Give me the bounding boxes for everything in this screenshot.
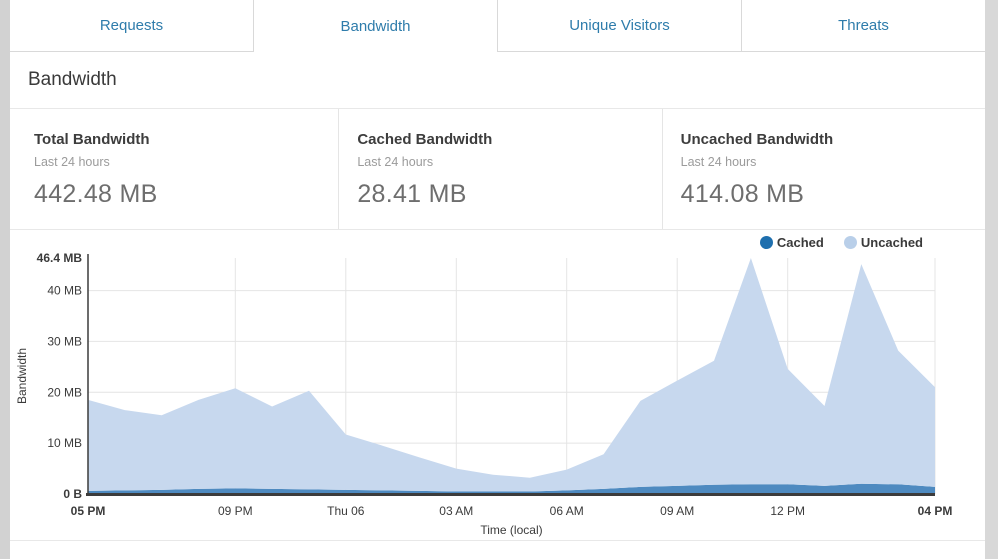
page-title: Bandwidth <box>28 69 117 90</box>
svg-text:06 AM: 06 AM <box>550 504 584 518</box>
legend-label: Cached <box>776 235 824 250</box>
svg-text:09 PM: 09 PM <box>218 504 253 518</box>
stat-value: 28.41 MB <box>357 180 467 208</box>
bandwidth-stacked-area-chart[interactable]: 46.4 MB 40 MB 30 MB 20 MB 10 MB 0 B 05 PM 09 PM… <box>10 230 985 541</box>
svg-text:20 MB: 20 MB <box>47 385 82 399</box>
analytics-card: Requests Bandwidth Unique Visitors Threa… <box>10 0 985 541</box>
svg-text:03 AM: 03 AM <box>439 504 473 518</box>
svg-text:12 PM: 12 PM <box>770 504 805 518</box>
cached-legend-dot-icon <box>759 236 773 249</box>
chart-legend: Cached Uncached <box>759 235 923 250</box>
tab-unique-visitors[interactable]: Unique Visitors <box>498 0 742 52</box>
stat-value: 414.08 MB <box>680 180 805 208</box>
section-title-row: Bandwidth <box>10 52 985 109</box>
svg-text:09 AM: 09 AM <box>660 504 694 518</box>
stat-period: Last 24 hours <box>34 155 110 169</box>
svg-text:10 MB: 10 MB <box>47 436 82 450</box>
tab-bandwidth[interactable]: Bandwidth <box>254 0 498 52</box>
svg-text:30 MB: 30 MB <box>47 334 82 348</box>
legend-item-cached[interactable]: Cached <box>759 235 824 250</box>
page-left-edge <box>0 0 10 559</box>
page-right-edge <box>985 0 998 559</box>
stat-title: Cached Bandwidth <box>357 131 493 148</box>
stat-title: Uncached Bandwidth <box>680 131 834 148</box>
svg-text:46.4 MB: 46.4 MB <box>37 251 83 265</box>
stat-title: Total Bandwidth <box>34 131 150 148</box>
svg-text:Time (local): Time (local) <box>480 523 542 537</box>
legend-label: Uncached <box>860 235 923 250</box>
stat-cached-bandwidth: Cached Bandwidth Last 24 hours 28.41 MB <box>339 109 663 229</box>
svg-text:0 B: 0 B <box>63 487 82 501</box>
stat-total-bandwidth: Total Bandwidth Last 24 hours 442.48 MB <box>10 109 340 229</box>
legend-item-uncached[interactable]: Uncached <box>843 235 923 250</box>
svg-text:05 PM: 05 PM <box>71 504 106 518</box>
analytics-tab-bar: Requests Bandwidth Unique Visitors Threa… <box>10 0 985 52</box>
tab-threats[interactable]: Threats <box>742 0 985 52</box>
stat-value: 442.48 MB <box>34 180 158 208</box>
stat-uncached-bandwidth: Uncached Bandwidth Last 24 hours 414.08 … <box>663 109 985 229</box>
stat-period: Last 24 hours <box>680 155 757 169</box>
svg-text:Bandwidth: Bandwidth <box>15 348 29 404</box>
tab-requests[interactable]: Requests <box>10 0 254 52</box>
bandwidth-stats-row: Total Bandwidth Last 24 hours 442.48 MB … <box>10 109 985 230</box>
stat-period: Last 24 hours <box>357 155 434 169</box>
svg-text:04 PM: 04 PM <box>918 504 953 518</box>
svg-text:40 MB: 40 MB <box>47 284 82 298</box>
uncached-legend-dot-icon <box>843 236 857 249</box>
bandwidth-chart-area: Cached Uncached 46.4 MB 40 MB 30 MB 20 MB 10… <box>10 230 985 541</box>
svg-text:Thu 06: Thu 06 <box>327 504 365 518</box>
